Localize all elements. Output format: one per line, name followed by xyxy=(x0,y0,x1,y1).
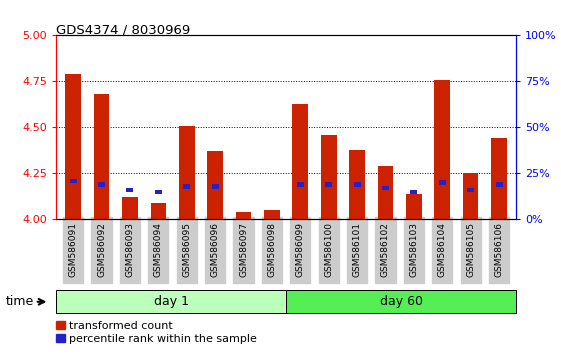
Bar xyxy=(292,103,308,219)
Bar xyxy=(353,182,361,187)
Bar xyxy=(350,149,365,219)
Bar xyxy=(463,173,479,219)
Bar xyxy=(491,138,507,219)
Bar xyxy=(122,198,138,219)
Bar xyxy=(179,126,195,219)
Bar xyxy=(150,203,166,219)
Bar xyxy=(155,189,162,194)
Bar xyxy=(297,182,304,187)
Bar xyxy=(434,80,450,219)
Bar xyxy=(439,180,446,185)
Bar xyxy=(382,186,389,190)
Bar xyxy=(94,94,109,219)
Bar xyxy=(208,152,223,219)
Text: day 60: day 60 xyxy=(380,295,422,308)
Bar xyxy=(325,182,332,187)
Legend: transformed count, percentile rank within the sample: transformed count, percentile rank withi… xyxy=(56,321,257,344)
Bar xyxy=(211,184,219,189)
Bar xyxy=(378,166,393,219)
Text: time: time xyxy=(6,295,34,308)
Bar xyxy=(411,189,417,194)
Text: GDS4374 / 8030969: GDS4374 / 8030969 xyxy=(56,23,190,36)
Text: day 1: day 1 xyxy=(154,295,188,308)
Bar xyxy=(495,182,503,187)
Bar xyxy=(264,210,280,219)
Bar xyxy=(183,184,190,189)
Bar xyxy=(98,182,105,187)
Bar xyxy=(65,74,81,219)
Bar xyxy=(236,212,251,219)
Bar xyxy=(126,188,134,192)
Bar xyxy=(70,178,77,183)
Bar xyxy=(406,194,422,219)
Bar xyxy=(321,135,337,219)
Bar xyxy=(467,188,474,192)
